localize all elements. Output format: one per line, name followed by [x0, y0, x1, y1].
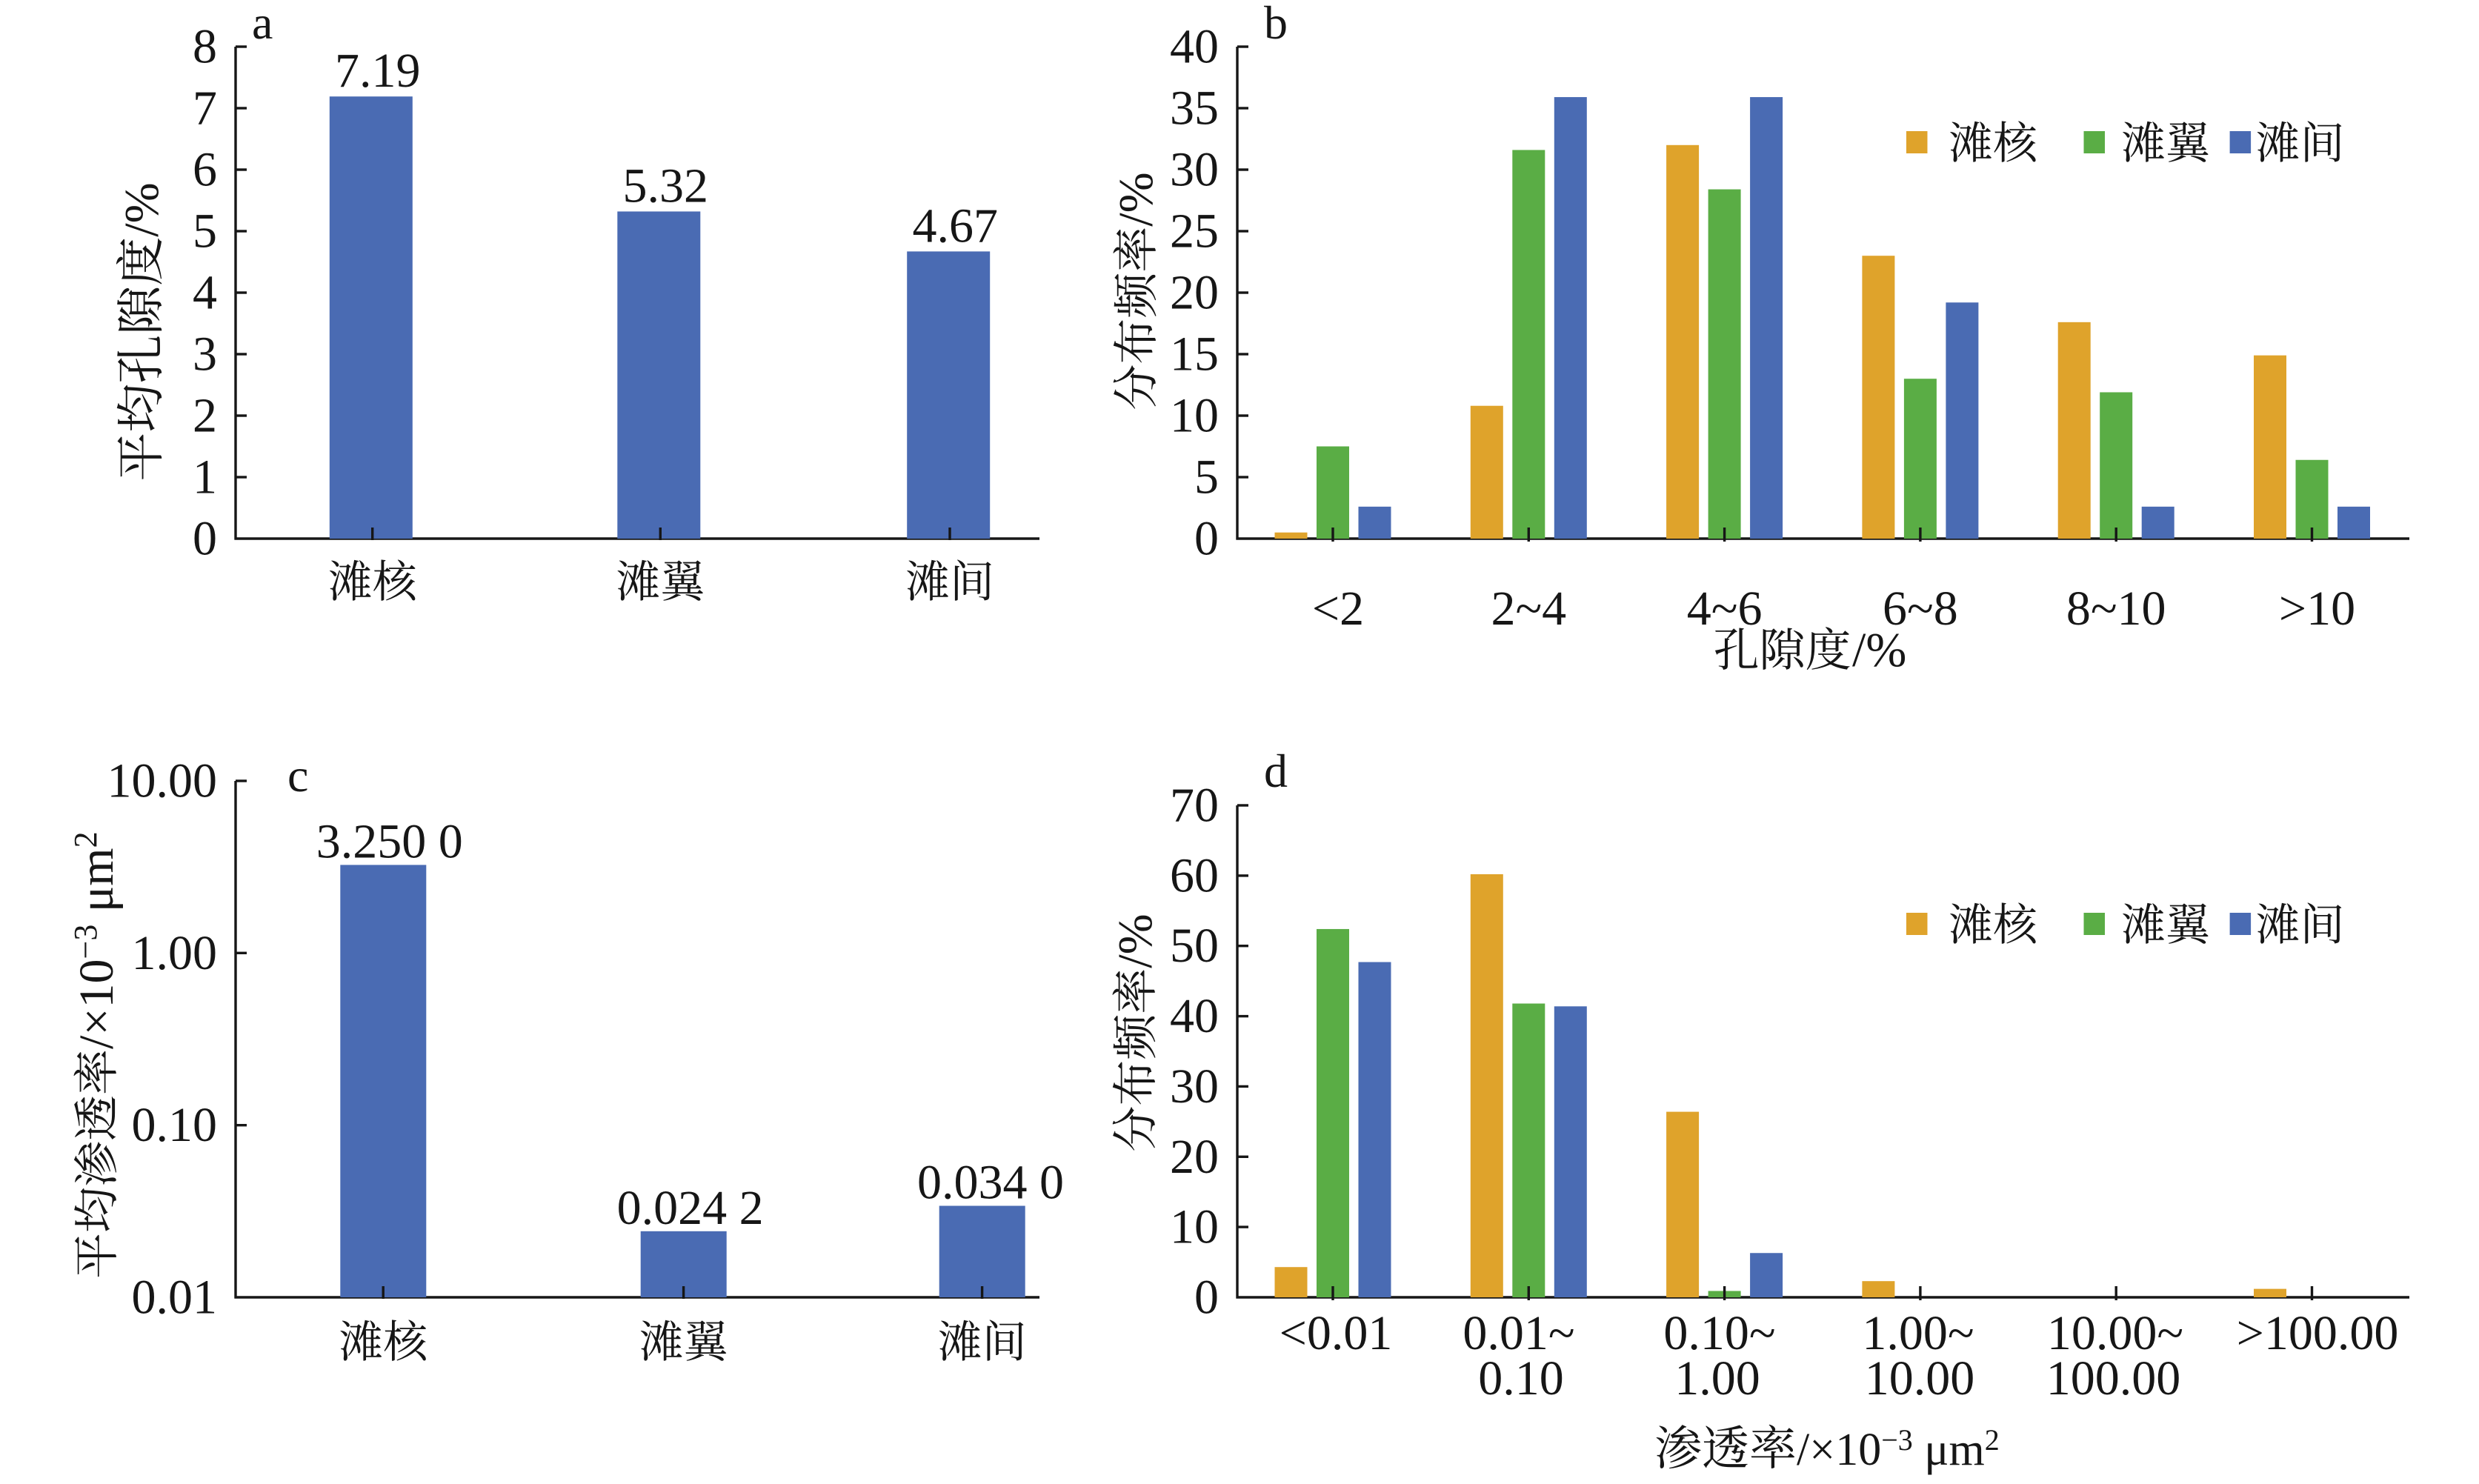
svg-text:0.10~: 0.10~ — [1663, 1306, 1775, 1360]
svg-text:8~10: 8~10 — [2066, 582, 2166, 636]
svg-text:0: 0 — [193, 512, 217, 566]
svg-text:<2: <2 — [1312, 582, 1364, 636]
svg-text:5: 5 — [193, 204, 217, 259]
svg-text:b: b — [1264, 0, 1288, 49]
svg-text:0.034 0: 0.034 0 — [917, 1156, 1064, 1210]
svg-text:>10: >10 — [2279, 582, 2355, 636]
svg-text:70: 70 — [1170, 779, 1219, 833]
svg-text:c: c — [287, 749, 308, 802]
svg-text:1: 1 — [193, 450, 217, 505]
svg-text:40: 40 — [1170, 20, 1219, 74]
svg-text:6: 6 — [193, 143, 217, 197]
svg-text:<0.01: <0.01 — [1280, 1306, 1393, 1360]
svg-text:0.024 2: 0.024 2 — [617, 1181, 764, 1235]
svg-text:/×10−3 μm2: /×10−3 μm2 — [67, 831, 124, 1049]
svg-text:>100.00: >100.00 — [2237, 1306, 2399, 1360]
svg-text:2~4: 2~4 — [1491, 582, 1566, 636]
svg-text:10.00: 10.00 — [107, 754, 218, 808]
svg-text:/%: /% — [1108, 914, 1162, 968]
svg-text:0.01~: 0.01~ — [1463, 1306, 1574, 1360]
svg-text:0: 0 — [1194, 512, 1219, 566]
svg-text:10: 10 — [1170, 389, 1219, 443]
svg-text:3.250 0: 3.250 0 — [316, 814, 463, 868]
svg-text:a: a — [252, 0, 273, 49]
svg-text:30: 30 — [1170, 143, 1219, 197]
svg-text:25: 25 — [1170, 204, 1219, 259]
svg-text:/%: /% — [115, 182, 169, 236]
svg-text:7: 7 — [193, 81, 217, 136]
svg-text:10.00: 10.00 — [1865, 1351, 1975, 1405]
svg-text:/%: /% — [1852, 623, 1906, 677]
svg-text:d: d — [1264, 745, 1288, 797]
svg-text:50: 50 — [1170, 919, 1219, 973]
svg-text:4.67: 4.67 — [912, 199, 998, 253]
svg-text:1.00~: 1.00~ — [1862, 1306, 1974, 1360]
svg-text:1.00: 1.00 — [132, 926, 218, 980]
svg-text:3: 3 — [193, 327, 217, 382]
svg-text:35: 35 — [1170, 81, 1219, 136]
svg-text:5.32: 5.32 — [623, 159, 709, 213]
svg-text:8: 8 — [193, 20, 217, 74]
svg-text:/%: /% — [1109, 172, 1163, 226]
svg-text:4~6: 4~6 — [1687, 582, 1763, 636]
svg-text:10: 10 — [1170, 1200, 1219, 1254]
svg-text:2: 2 — [193, 389, 217, 443]
svg-text:1.00: 1.00 — [1674, 1351, 1760, 1405]
svg-text:10.00~: 10.00~ — [2047, 1306, 2183, 1360]
svg-text:40: 40 — [1170, 989, 1219, 1043]
svg-text:30: 30 — [1170, 1059, 1219, 1114]
svg-text:0.01: 0.01 — [132, 1271, 218, 1325]
svg-text:60: 60 — [1170, 848, 1219, 902]
svg-text:7.19: 7.19 — [335, 44, 421, 98]
svg-text:5: 5 — [1194, 450, 1219, 505]
svg-text:100.00: 100.00 — [2046, 1351, 2181, 1405]
svg-text:4: 4 — [193, 266, 217, 320]
svg-text:0: 0 — [1194, 1271, 1219, 1325]
svg-text:20: 20 — [1170, 1130, 1219, 1184]
svg-text:6~8: 6~8 — [1883, 582, 1958, 636]
svg-text:20: 20 — [1170, 266, 1219, 320]
svg-text:0.10: 0.10 — [1478, 1351, 1564, 1405]
svg-text:0.10: 0.10 — [132, 1098, 218, 1152]
svg-text:15: 15 — [1170, 327, 1219, 382]
